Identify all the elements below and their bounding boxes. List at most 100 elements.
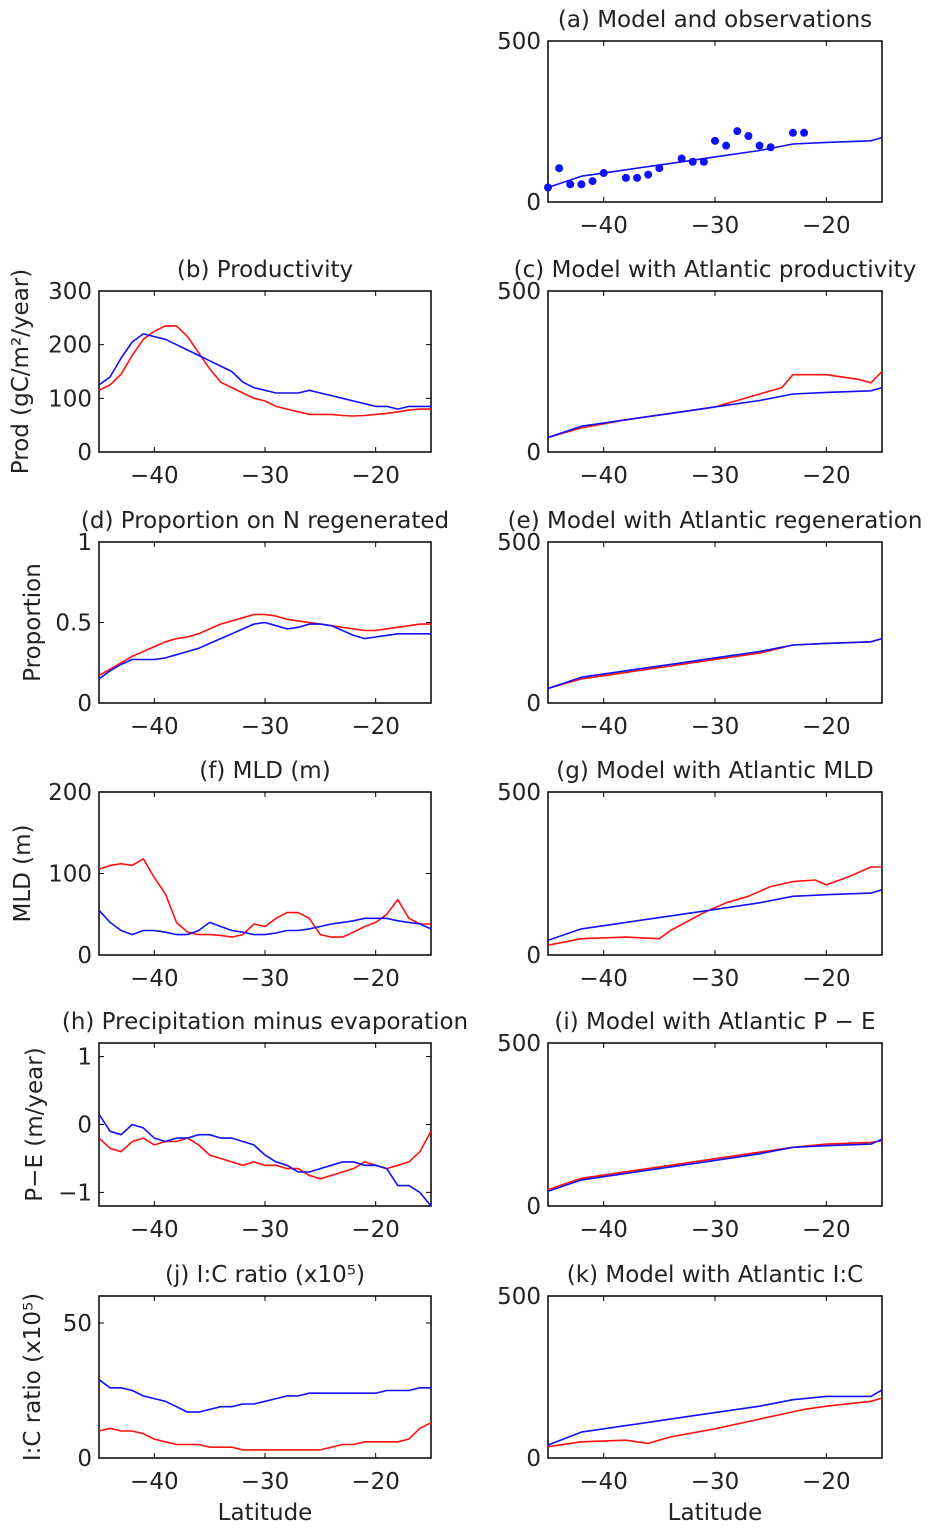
panel-title: (b) Productivity (177, 257, 353, 283)
x-tick-label: −40 (579, 213, 628, 239)
observation-point (544, 183, 552, 192)
y-tick-label: 0 (77, 440, 92, 466)
panel-b: (b) Productivity 0 100 200 300 −40 −30 −20 Prod … (8, 257, 432, 489)
y-tick-label: 0 (77, 691, 92, 717)
y-tick-label: 500 (497, 1284, 541, 1310)
panel-f: (f) MLD (m) 0 100 200 −40 −30 −20 MLD (m) (10, 758, 432, 992)
series-line-model (99, 621, 431, 680)
panel-title: (f) MLD (m) (199, 758, 330, 784)
panel-title: (e) Model with Atlantic regeneration (508, 508, 923, 534)
x-tick-label: −20 (351, 966, 400, 992)
panel-g: (g) Model with Atlantic MLD 0 500 −40 −30 −20 (497, 758, 883, 992)
observation-point (677, 154, 686, 163)
y-tick-label: 500 (497, 29, 541, 55)
y-tick-label: 200 (48, 333, 92, 359)
x-tick-label: −30 (241, 714, 290, 740)
x-tick-label: −40 (130, 463, 179, 489)
observation-point (599, 169, 608, 178)
x-tick-label: −20 (802, 714, 851, 740)
series-line-atlantic (548, 1140, 882, 1191)
observation-point (800, 128, 809, 137)
plot-frame (98, 1295, 432, 1459)
x-axis-label: Latitude (218, 1500, 313, 1526)
panel-title: (k) Model with Atlantic I:C (567, 1262, 863, 1288)
plot-frame (547, 791, 883, 956)
y-axis-label: MLD (m) (10, 824, 36, 922)
plot-frame (547, 541, 883, 704)
observation-point (766, 143, 775, 152)
y-tick-label: 0 (77, 1113, 92, 1139)
panel-title: (a) Model and observations (558, 7, 872, 33)
plot-frame (547, 290, 883, 453)
panel-k: (k) Model with Atlantic I:C 0 500 −40 −30 −20… (497, 1262, 883, 1526)
x-tick-label: −20 (351, 463, 400, 489)
x-tick-label: −40 (130, 966, 179, 992)
x-tick-label: −20 (802, 966, 851, 992)
y-tick-label: 0 (526, 190, 541, 216)
panel-h: (h) Precipitation minus evaporation −1 0 1 −… (22, 1009, 468, 1243)
observation-point (621, 173, 630, 182)
series-line-model (548, 1138, 882, 1193)
plot-frame (98, 1042, 432, 1207)
observation-point (588, 177, 597, 186)
x-tick-label: −30 (691, 966, 740, 992)
series-line-model (548, 1389, 882, 1446)
x-tick-label: −40 (579, 463, 628, 489)
series-line-model (99, 1113, 431, 1206)
x-axis-label: Latitude (668, 1500, 763, 1526)
x-tick-label: −40 (130, 1469, 179, 1495)
x-tick-label: −40 (579, 1217, 628, 1243)
panel-c: (c) Model with Atlantic productivity 0 500… (497, 257, 916, 489)
series-line-model (99, 909, 431, 936)
series-line-atlantic (99, 1422, 431, 1451)
y-tick-label: −1 (58, 1180, 92, 1206)
y-tick-label: 500 (497, 530, 541, 556)
y-tick-label: 0 (526, 440, 541, 466)
panel-title: (g) Model with Atlantic MLD (556, 758, 873, 784)
x-tick-label: −30 (691, 1217, 740, 1243)
series-line-atlantic (548, 370, 882, 439)
x-tick-label: −30 (241, 966, 290, 992)
observation-point (711, 136, 719, 145)
x-tick-label: −20 (802, 463, 851, 489)
x-tick-label: −30 (691, 1469, 740, 1495)
panel-e: (e) Model with Atlantic regeneration 0 500… (497, 508, 922, 740)
y-tick-label: 0 (77, 1446, 92, 1472)
y-axis-label: P−E (m/year) (22, 1047, 48, 1201)
x-tick-label: −30 (241, 1469, 290, 1495)
y-axis-label: I:C ratio (x10⁵) (20, 1293, 46, 1461)
x-tick-label: −20 (351, 1217, 400, 1243)
x-tick-label: −30 (691, 714, 740, 740)
panel-d: (d) Proportion on N regenerated 0 0.5 1 −40 −… (20, 508, 449, 740)
x-tick-label: −40 (579, 966, 628, 992)
y-tick-label: 500 (497, 279, 541, 305)
panel-title: (j) I:C ratio (x10⁵) (165, 1262, 365, 1288)
plot-frame (98, 290, 432, 453)
y-tick-label: 0 (526, 1446, 541, 1472)
panel-a: (a) Model and observations 0 500 −40 −30 −20 (497, 7, 883, 239)
plot-frame (547, 40, 883, 203)
y-tick-label: 1 (77, 1045, 92, 1071)
series-line-model (99, 1379, 431, 1413)
panel-j: (j) I:C ratio (x10⁵) 0 50 −40 −30 −20 I:C rati… (20, 1262, 432, 1526)
y-tick-label: 50 (63, 1311, 92, 1337)
x-tick-label: −30 (241, 463, 290, 489)
x-tick-label: −30 (241, 1217, 290, 1243)
y-axis-label: Prod (gC/m²/year) (8, 269, 34, 474)
x-tick-label: −40 (130, 1217, 179, 1243)
series-line-atlantic (548, 866, 882, 946)
series-line-atlantic (99, 325, 431, 417)
y-tick-label: 0 (526, 1194, 541, 1220)
y-tick-label: 0 (526, 691, 541, 717)
panel-title: (c) Model with Atlantic productivity (514, 257, 917, 283)
series-line-atlantic (548, 637, 882, 690)
plot-frame (547, 1295, 883, 1459)
series-line-atlantic (99, 857, 431, 938)
plot-frame (547, 1042, 883, 1207)
y-tick-label: 1 (77, 530, 92, 556)
y-tick-label: 0 (77, 943, 92, 969)
x-tick-label: −20 (802, 1217, 851, 1243)
series-line-model (548, 889, 882, 942)
y-tick-label: 100 (48, 386, 92, 412)
